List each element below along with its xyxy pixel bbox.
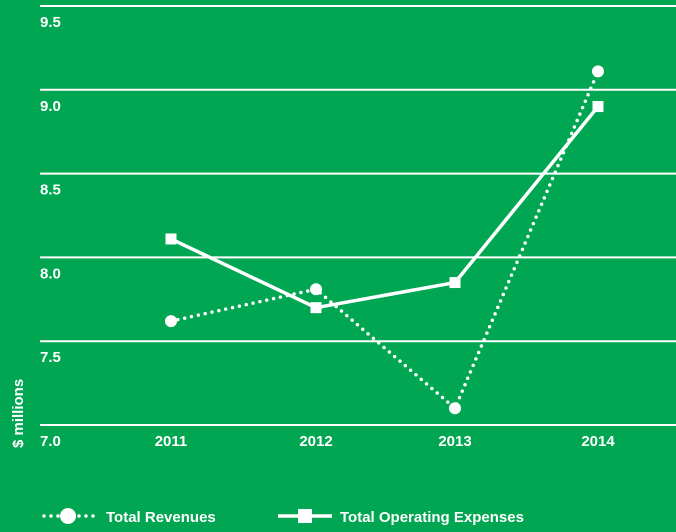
legend-marker — [298, 509, 312, 523]
legend-label: Total Operating Expenses — [340, 509, 524, 526]
point — [310, 283, 322, 296]
y-tick-label: 8.0 — [40, 265, 61, 282]
legend-label: Total Revenues — [106, 509, 216, 526]
point — [592, 101, 604, 113]
point — [449, 277, 461, 289]
point — [592, 65, 604, 78]
y-tick-label: 7.5 — [40, 349, 61, 366]
x-tick-label: 2012 — [299, 433, 332, 450]
point — [165, 233, 177, 245]
point — [310, 302, 322, 314]
point — [165, 315, 177, 328]
x-tick-label: 2014 — [581, 433, 615, 450]
y-tick-label: 9.0 — [40, 98, 61, 115]
legend-marker — [60, 508, 76, 524]
y-tick-label: 9.5 — [40, 14, 61, 31]
x-tick-label: 2011 — [155, 433, 188, 450]
point — [449, 402, 461, 415]
y-tick-label: 8.5 — [40, 182, 61, 199]
series-line — [170, 105, 600, 310]
series-line — [169, 69, 600, 412]
y-tick-label: 7.0 — [40, 433, 61, 450]
y-axis-label: $ millions — [10, 379, 27, 448]
x-tick-label: 2013 — [438, 433, 471, 450]
